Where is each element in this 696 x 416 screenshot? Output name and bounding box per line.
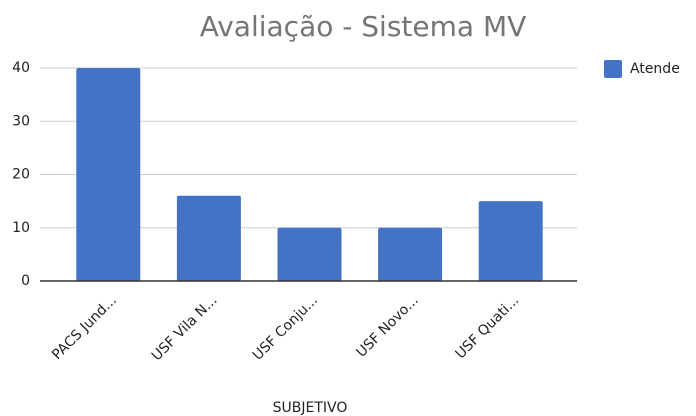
y-tick-label: 10 (12, 220, 30, 236)
x-axis-label: SUBJETIVO (273, 400, 348, 416)
y-tick-label: 0 (21, 273, 30, 289)
legend-swatch (604, 60, 622, 78)
bar (277, 227, 342, 281)
x-tick-label: PACS Jund... (49, 292, 120, 363)
x-tick-label: USF Vila N... (149, 292, 221, 364)
bar (76, 68, 141, 281)
bar (378, 227, 443, 281)
bar (176, 195, 241, 281)
x-tick-label: USF Conju... (250, 292, 321, 363)
y-tick-label: 30 (12, 113, 30, 129)
y-tick-label: 40 (12, 60, 30, 76)
y-tick-label: 20 (12, 167, 30, 183)
x-tick-label: USF Quati... (452, 292, 522, 362)
x-tick-label: USF Novo... (353, 292, 421, 360)
legend-label: Atende (630, 61, 680, 77)
bar (478, 201, 543, 281)
chart-title: Avaliação - Sistema MV (200, 10, 527, 43)
